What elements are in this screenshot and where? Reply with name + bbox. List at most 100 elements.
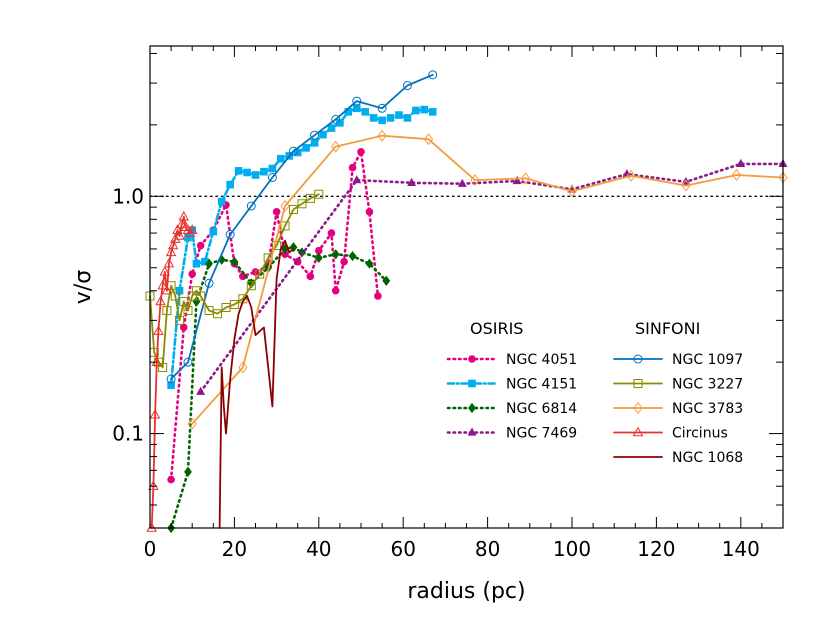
data-point bbox=[340, 257, 348, 266]
data-point bbox=[175, 315, 185, 325]
x-tick-label: 60 bbox=[390, 537, 415, 561]
data-point bbox=[183, 357, 193, 367]
data-point bbox=[192, 259, 201, 268]
series-line-ngc-4151 bbox=[169, 107, 435, 387]
data-point bbox=[184, 233, 192, 242]
data-point bbox=[626, 169, 636, 182]
data-point bbox=[377, 103, 387, 113]
data-point bbox=[331, 140, 341, 153]
data-point bbox=[348, 250, 357, 262]
legend-label-ngc-4151: NGC 4151 bbox=[506, 377, 577, 393]
data-point bbox=[209, 227, 218, 236]
data-point bbox=[306, 272, 315, 281]
data-point bbox=[163, 257, 175, 268]
legend-group-sinfoni: SINFONI bbox=[635, 319, 700, 338]
data-point bbox=[167, 239, 179, 250]
data-point bbox=[331, 286, 340, 295]
data-point bbox=[234, 167, 243, 175]
data-point bbox=[374, 292, 382, 300]
x-tick-label: 120 bbox=[637, 537, 675, 561]
data-point bbox=[310, 130, 320, 140]
data-point bbox=[314, 252, 323, 264]
data-point bbox=[512, 176, 522, 185]
legend: OSIRIS SINFONI NGC 4051 NGC 4151 NGC 6814 N… bbox=[446, 319, 743, 466]
data-point bbox=[174, 230, 185, 240]
data-point bbox=[382, 275, 391, 287]
data-point bbox=[352, 96, 362, 106]
y-tick-label: 0.1 bbox=[112, 422, 144, 446]
data-point bbox=[179, 297, 189, 307]
data-point bbox=[520, 172, 531, 185]
series-line-ngc-3783 bbox=[191, 134, 784, 425]
data-point bbox=[428, 70, 438, 80]
x-tick-label: 100 bbox=[553, 537, 591, 561]
x-axis-title: radius (pc) bbox=[407, 579, 525, 604]
data-point bbox=[151, 356, 162, 366]
data-point bbox=[205, 258, 214, 269]
data-point bbox=[736, 158, 746, 168]
data-point bbox=[277, 154, 285, 163]
data-point bbox=[238, 361, 248, 374]
legend-label-ngc-7469: NGC 7469 bbox=[506, 426, 577, 442]
data-point bbox=[196, 241, 205, 250]
series-circinus bbox=[146, 210, 198, 532]
data-point bbox=[402, 81, 412, 91]
legend-marker-ngc-6814 bbox=[468, 402, 476, 414]
legend-marker-ngc-7469 bbox=[467, 427, 477, 436]
data-point bbox=[420, 105, 429, 114]
data-point bbox=[331, 249, 340, 260]
data-point bbox=[176, 218, 187, 229]
data-point bbox=[457, 178, 467, 187]
x-tick-label: 20 bbox=[222, 537, 247, 561]
data-point bbox=[162, 306, 172, 316]
data-point bbox=[412, 106, 420, 115]
data-point bbox=[302, 144, 310, 152]
data-point bbox=[159, 266, 171, 276]
data-point bbox=[246, 281, 256, 291]
legend-label-ngc-6814: NGC 6814 bbox=[506, 401, 577, 417]
data-point bbox=[179, 323, 188, 332]
data-point bbox=[225, 230, 235, 240]
data-point bbox=[172, 224, 183, 234]
data-point bbox=[365, 208, 374, 216]
data-point bbox=[386, 114, 395, 122]
series-line-ngc-6814 bbox=[169, 245, 388, 530]
data-point bbox=[188, 270, 196, 278]
legend-label-ngc-1068: NGC 1068 bbox=[672, 450, 743, 466]
x-tick-label: 140 bbox=[722, 537, 760, 561]
data-point bbox=[288, 146, 298, 156]
data-point bbox=[681, 179, 691, 192]
axis-ticks: 0 20 40 60 80 100 120 140 0.1 1.0 bbox=[112, 46, 783, 561]
data-point bbox=[378, 116, 386, 125]
series-line-ngc-4051 bbox=[169, 150, 380, 481]
data-point bbox=[297, 199, 307, 209]
data-point bbox=[155, 295, 166, 306]
data-point bbox=[153, 325, 164, 335]
legend-group-osiris: OSIRIS bbox=[470, 319, 523, 338]
data-point bbox=[280, 200, 290, 213]
legend-marker-ngc-4051 bbox=[468, 355, 476, 363]
legend-label-ngc-4051: NGC 4051 bbox=[506, 352, 577, 368]
data-point bbox=[352, 104, 361, 113]
legend-label-circinus: Circinus bbox=[672, 426, 728, 442]
data-point bbox=[157, 279, 168, 290]
data-point bbox=[170, 291, 180, 301]
data-point bbox=[170, 233, 181, 243]
data-point bbox=[428, 108, 437, 116]
series-ngc-3783 bbox=[187, 129, 788, 430]
data-point bbox=[243, 168, 251, 177]
series-layer bbox=[145, 70, 788, 534]
data-point bbox=[407, 177, 417, 186]
data-point bbox=[246, 201, 256, 211]
legend-label-ngc-3783: NGC 3783 bbox=[672, 401, 743, 417]
data-point bbox=[196, 386, 206, 395]
data-point bbox=[167, 475, 175, 484]
data-point bbox=[369, 114, 378, 122]
series-ngc-1068 bbox=[218, 239, 295, 529]
data-point bbox=[280, 221, 290, 231]
data-point bbox=[186, 224, 198, 234]
series-ngc-6814 bbox=[167, 242, 391, 534]
x-tick-label: 80 bbox=[475, 537, 500, 561]
series-line-ngc-3227 bbox=[149, 193, 320, 369]
